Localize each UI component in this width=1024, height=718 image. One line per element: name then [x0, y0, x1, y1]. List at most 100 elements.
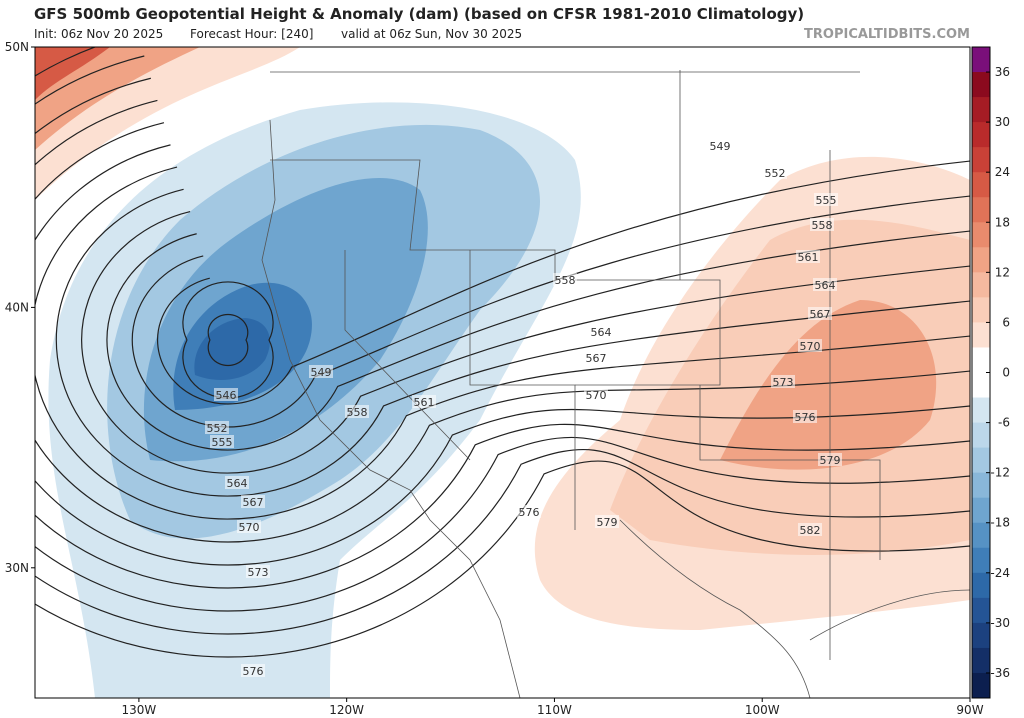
contour-label: 567 [243, 496, 264, 509]
contour-label-bg [771, 375, 795, 388]
contour-line [157, 160, 970, 405]
contour-label-bg [796, 250, 820, 263]
contour-label-bg [793, 410, 817, 423]
colorbar-label: 12 [995, 265, 1010, 279]
lon-label: 130W [121, 703, 156, 717]
contour-line [35, 77, 970, 612]
contour-label: 567 [586, 352, 607, 365]
contour-line [35, 122, 970, 566]
contour-label-bg [241, 664, 265, 677]
colorbar-label: 24 [995, 165, 1010, 179]
contour-label: 561 [414, 396, 435, 409]
contour-label: 558 [812, 219, 833, 232]
contour-line [207, 313, 249, 367]
contour-label-bg [798, 523, 822, 536]
warm-anomaly [720, 300, 937, 470]
lon-label: 120W [329, 703, 364, 717]
contour-line [35, 144, 970, 543]
contour-label-bg [818, 453, 842, 466]
contour-line [182, 281, 274, 399]
contour-label: 576 [795, 411, 816, 424]
colorbar-segment [972, 72, 990, 98]
title: GFS 500mb Geopotential Height & Anomaly … [34, 5, 804, 23]
colorbar-segment [972, 397, 990, 424]
contour-label: 576 [519, 506, 540, 519]
colorbar-label: 0 [1002, 366, 1010, 380]
valid-time: valid at 06z Sun, Nov 30 2025 [341, 27, 522, 41]
contour-label: 564 [591, 326, 612, 339]
contour-label: 546 [216, 389, 237, 402]
borders [261, 70, 970, 698]
colorbar-segment [972, 422, 990, 449]
contour-label: 573 [773, 376, 794, 389]
colorbar-segment [972, 97, 990, 123]
colorbar-label: -18 [990, 516, 1010, 530]
contour-label-bg [595, 515, 619, 528]
contour-label-bg [810, 218, 834, 231]
contour-line [35, 47, 970, 658]
colorbar-segment [972, 122, 990, 148]
colorbar-label: -6 [998, 416, 1010, 430]
colorbar-label: 30 [995, 115, 1010, 129]
contour-label: 561 [798, 251, 819, 264]
contour-label-bg [584, 388, 608, 401]
colorbar-label: -30 [990, 616, 1010, 630]
colorbar-segment [972, 447, 990, 474]
contour-label-bg [241, 495, 265, 508]
contour-label: 570 [800, 340, 821, 353]
contour-label-bg [584, 351, 608, 364]
contour-label: 564 [227, 477, 248, 490]
contour-line [35, 55, 970, 635]
contour-label: 549 [710, 140, 731, 153]
contour-label: 579 [820, 454, 841, 467]
colorbar-segment [972, 672, 990, 699]
lon-label: 110W [537, 703, 572, 717]
colorbar-segment [972, 47, 990, 73]
colorbar-label: -12 [990, 466, 1010, 480]
contour-label: 573 [248, 566, 269, 579]
contour-label-bg [214, 388, 238, 401]
colorbar-segment [972, 597, 990, 624]
colorbar-label: -24 [990, 566, 1010, 580]
map [35, 47, 970, 698]
colorbar-label: 36 [995, 65, 1010, 79]
colorbar-segment [972, 172, 990, 198]
contour-label: 558 [555, 274, 576, 287]
contour-label-bg [205, 421, 229, 434]
contour-label: 576 [243, 665, 264, 678]
contour-label-bg [412, 395, 436, 408]
contour-label: 552 [207, 422, 228, 435]
colorbar-segment [972, 497, 990, 524]
contour-label-bg [237, 520, 261, 533]
contour-label-bg [517, 505, 541, 518]
contour-label: 558 [347, 406, 368, 419]
colorbar-segment [972, 572, 990, 599]
lon-label: 100W [745, 703, 780, 717]
contour-label-bg [225, 476, 249, 489]
contour-line [81, 210, 970, 474]
contour-line [106, 230, 970, 451]
colorbar-segment [972, 297, 990, 323]
colorbar-label: 18 [995, 215, 1010, 229]
contour-label: 552 [765, 167, 786, 180]
lat-label: 30N [5, 561, 29, 575]
contour-label: 555 [816, 194, 837, 207]
colorbar-segment [972, 197, 990, 223]
contour-line [55, 188, 970, 497]
warm-anomaly [35, 47, 110, 100]
lat-label: 40N [5, 300, 29, 314]
colorbar-segment [972, 272, 990, 298]
lon-label: 90W [956, 703, 983, 717]
contour-label-bg [763, 166, 787, 179]
contour-label: 555 [212, 436, 233, 449]
colorbar-segment [972, 322, 990, 348]
contour-label-bg [553, 273, 577, 286]
contour-label: 579 [597, 516, 618, 529]
contour-label: 567 [810, 308, 831, 321]
colorbar-label: 6 [1002, 315, 1010, 329]
contour-label-bg [589, 325, 613, 338]
colorbar-segment [972, 472, 990, 499]
contour-label-bg [808, 307, 832, 320]
cold-anomaly [194, 318, 270, 380]
warm-anomaly [35, 47, 200, 150]
